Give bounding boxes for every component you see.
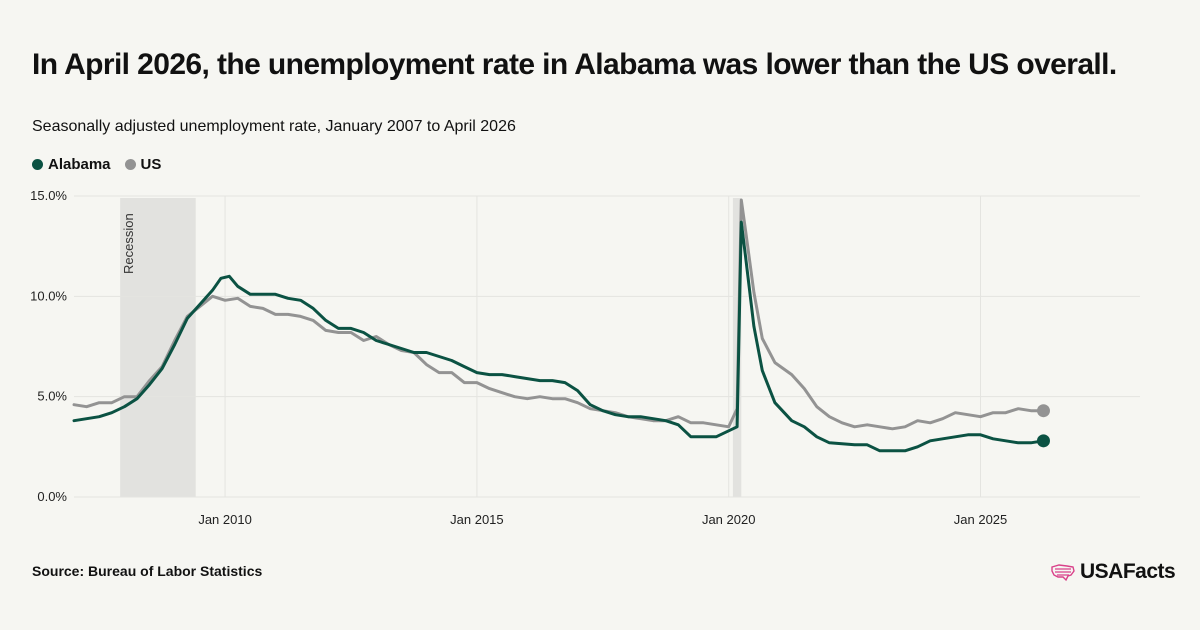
recession-band	[120, 198, 196, 497]
series-endpoint-alabama	[1036, 434, 1050, 448]
x-tick-label: Jan 2025	[954, 512, 1008, 527]
chart-subtitle: Seasonally adjusted unemployment rate, J…	[32, 118, 516, 135]
recession-label: Recession	[121, 213, 136, 274]
us-map-icon	[1051, 564, 1075, 582]
brand-logo: USAFacts	[1050, 560, 1176, 584]
y-tick-label: 5.0%	[37, 389, 67, 404]
y-tick-label: 0.0%	[37, 489, 67, 504]
legend-item-alabama: Alabama	[32, 156, 111, 173]
legend-label-alabama: Alabama	[48, 156, 111, 173]
brand-name: USAFacts	[1080, 560, 1176, 583]
x-tick-label: Jan 2010	[198, 512, 252, 527]
series-line-us	[72, 198, 1045, 431]
series-endpoint-us	[1036, 404, 1050, 418]
series-line-alabama	[72, 220, 1045, 453]
legend-swatch-us	[124, 159, 136, 170]
x-tick-label: Jan 2020	[702, 512, 756, 527]
y-tick-label: 10.0%	[30, 288, 67, 303]
x-tick-label: Jan 2015	[450, 512, 504, 527]
legend-label-us: US	[140, 156, 162, 173]
source-note: Source: Bureau of Labor Statistics	[32, 563, 263, 579]
legend: Alabama US	[32, 156, 161, 173]
legend-swatch-alabama	[32, 159, 43, 170]
y-tick-label: 15.0%	[30, 188, 67, 203]
chart-title: In April 2026, the unemployment rate in …	[32, 48, 1117, 81]
legend-item-us: US	[124, 156, 162, 173]
